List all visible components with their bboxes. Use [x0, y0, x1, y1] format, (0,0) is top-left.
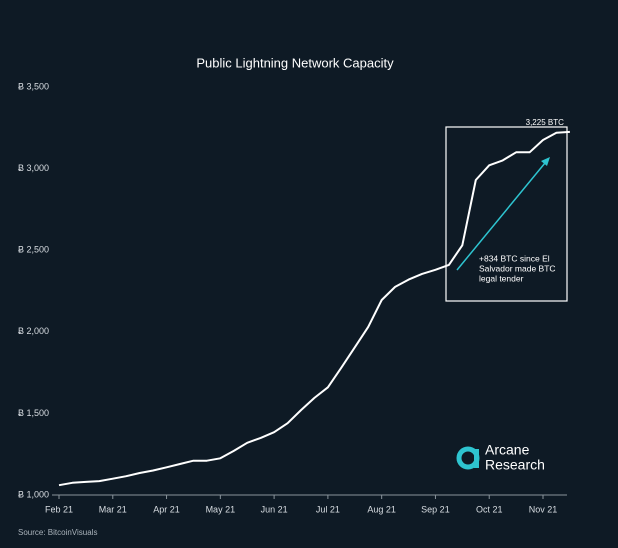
value-label: 3,225 BTC: [526, 118, 564, 127]
x-tick-label: Nov 21: [529, 504, 558, 514]
y-tick-label: Ƀ 3,500: [18, 81, 49, 91]
source: Source: BitcoinVisuals: [18, 528, 97, 537]
y-tick-label: Ƀ 1,000: [18, 489, 49, 499]
x-tick-label: Mar 21: [99, 504, 127, 514]
arrow-line: [456, 162, 546, 271]
logo: Arcane Research: [456, 442, 545, 473]
x-tick-label: Oct 21: [476, 504, 503, 514]
x-tick-label: Sep 21: [421, 504, 450, 514]
x-tick-label: Feb 21: [45, 504, 73, 514]
logo-text: Arcane: [485, 442, 530, 458]
x-tick-label: May 21: [206, 504, 236, 514]
annotation: +834 BTC since El: [479, 253, 550, 263]
x-tick-label: Aug 21: [367, 504, 396, 514]
line: [58, 130, 570, 487]
x-tick-label: Apr 21: [153, 504, 180, 514]
logo-text: Research: [485, 457, 545, 473]
y-tick-label: Ƀ 1,500: [18, 408, 49, 418]
arrow-head: [541, 157, 550, 166]
y-tick-label: Ƀ 2,500: [18, 245, 49, 255]
y-tick-label: Ƀ 2,000: [18, 326, 49, 336]
x-tick-label: Jun 21: [261, 504, 288, 514]
chart-title: Public Lightning Network Capacity: [196, 55, 394, 70]
logo-icon: [474, 449, 479, 468]
annotation: Salvador made BTC: [479, 263, 556, 273]
highlight-box: [445, 126, 568, 302]
annotation: legal tender: [479, 273, 524, 283]
x-tick-label: Jul 21: [316, 504, 340, 514]
y-tick-label: Ƀ 3,000: [18, 163, 49, 173]
